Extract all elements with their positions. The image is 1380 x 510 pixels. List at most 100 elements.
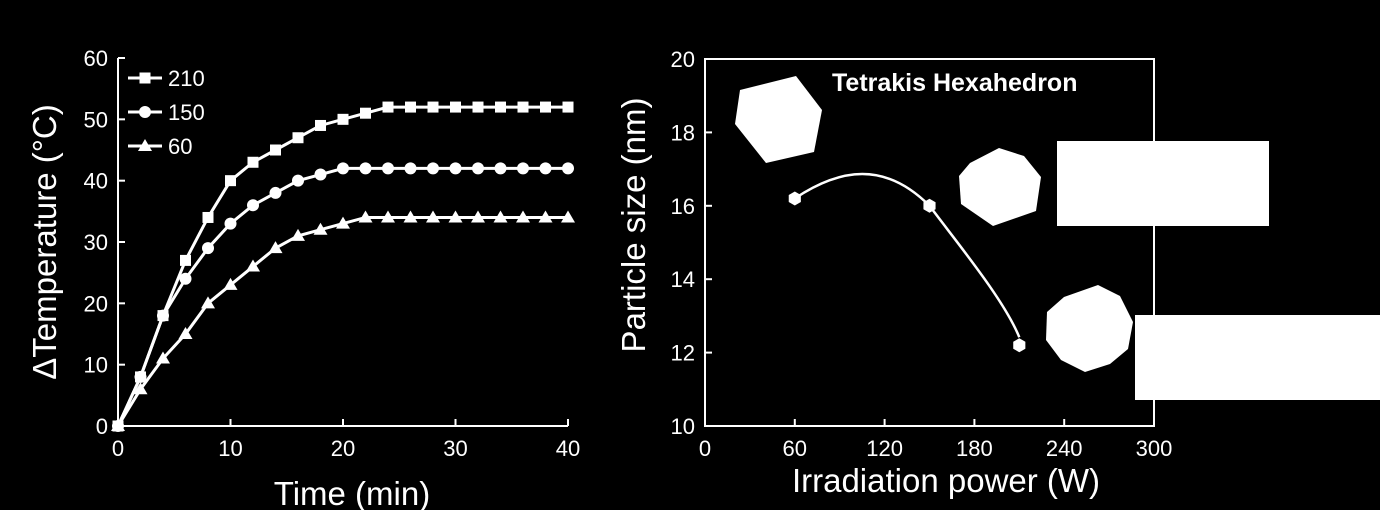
legend-entry: 150 <box>128 100 205 125</box>
data-point <box>314 168 327 181</box>
y-tick-label: 40 <box>84 169 108 194</box>
data-point <box>923 198 936 213</box>
particle-size-chart: 10 12 14 16 18 20 0 60 120 180 240 300 Tetrakis He… <box>615 47 1380 499</box>
label-box-lower <box>1135 315 1380 400</box>
y-tick-label: 60 <box>84 46 108 71</box>
data-point <box>493 210 508 223</box>
data-point <box>180 254 191 266</box>
data-point <box>359 162 372 175</box>
y-tick-label: 0 <box>96 414 108 439</box>
data-point <box>562 101 574 113</box>
y-tick-label: 12 <box>671 341 695 366</box>
data-point <box>315 119 326 131</box>
data-point <box>495 101 506 113</box>
data-point <box>202 211 214 223</box>
data-point <box>449 162 462 175</box>
data-point <box>224 217 237 230</box>
y-axis-label: Particle size (nm) <box>615 98 652 353</box>
data-point <box>404 162 417 175</box>
data-point <box>336 216 350 229</box>
data-point <box>426 210 440 223</box>
data-point <box>269 186 282 199</box>
data-point <box>292 174 304 187</box>
series-60 <box>111 210 575 431</box>
octagon-shape-icon <box>959 148 1041 226</box>
data-point <box>268 241 283 254</box>
data-point <box>539 162 552 175</box>
y-tick-label: 20 <box>671 47 695 72</box>
x-tick-label: 300 <box>1136 436 1173 461</box>
data-point <box>360 107 371 119</box>
data-point <box>516 210 530 223</box>
data-point <box>448 210 463 223</box>
legend-marker <box>139 106 151 118</box>
legend-marker <box>138 139 152 151</box>
data-point <box>538 210 553 223</box>
heptagon-shape-icon <box>735 76 822 163</box>
temperature-chart: 0 10 20 30 40 50 60 0 10 20 30 40 210 150 60 Time (m… <box>26 46 580 510</box>
series-line <box>116 166 568 427</box>
data-point <box>246 259 260 272</box>
series-150 <box>112 162 574 432</box>
series-line <box>116 215 568 427</box>
x-tick-label: 10 <box>218 436 242 461</box>
y-axis-label: ΔTemperature (°C) <box>26 104 63 379</box>
annotation-label: Tetrakis Hexahedron <box>832 69 1077 97</box>
data-point <box>381 210 395 223</box>
y-tick-label: 14 <box>671 267 695 292</box>
series-210 <box>112 101 574 432</box>
y-tick-label: 50 <box>84 107 108 132</box>
data-point <box>540 101 551 113</box>
data-point <box>494 162 507 175</box>
data-point <box>111 419 125 431</box>
y-tick-label: 10 <box>84 353 108 378</box>
data-point <box>471 210 485 223</box>
data-point <box>562 162 574 175</box>
x-axis-label: Time (min) <box>274 475 430 510</box>
data-point <box>225 175 236 187</box>
y-tick-label: 10 <box>671 414 695 439</box>
y-tick-label: 16 <box>671 194 695 219</box>
data-point <box>292 132 304 144</box>
x-tick-label: 60 <box>783 436 807 461</box>
data-point <box>517 101 529 113</box>
data-point <box>472 162 484 175</box>
x-tick-label: 180 <box>956 436 993 461</box>
x-tick-label: 20 <box>331 436 355 461</box>
x-tick-label: 30 <box>443 436 467 461</box>
y-tick-label: 20 <box>84 291 108 316</box>
data-point <box>270 144 281 156</box>
x-tick-label: 240 <box>1046 436 1083 461</box>
data-point <box>178 327 193 339</box>
data-point <box>405 101 416 113</box>
data-point <box>134 370 147 383</box>
x-tick-label: 120 <box>866 436 903 461</box>
data-point <box>313 222 328 235</box>
data-point <box>201 296 215 309</box>
data-point <box>427 162 439 175</box>
y-tick-label: 18 <box>671 120 695 145</box>
x-axis-label: Irradiation power (W) <box>792 462 1100 499</box>
legend-entry: 60 <box>128 134 192 159</box>
legend-label: 150 <box>168 100 205 125</box>
data-point <box>450 101 461 113</box>
legend-label: 60 <box>168 134 192 159</box>
data-point <box>337 113 349 125</box>
data-point <box>472 101 484 113</box>
data-point <box>358 210 373 223</box>
legend-entry: 210 <box>128 66 205 91</box>
data-point <box>337 162 349 175</box>
data-point <box>561 210 575 223</box>
x-tick-label: 40 <box>556 436 580 461</box>
data-point <box>403 210 418 223</box>
x-tick-label: 0 <box>112 436 124 461</box>
data-point <box>247 156 259 168</box>
data-point <box>291 228 305 241</box>
y-tick-label: 30 <box>84 230 108 255</box>
data-point <box>427 101 439 113</box>
plot-frame <box>704 58 1155 427</box>
data-point <box>382 162 394 175</box>
data-point <box>179 272 192 285</box>
data-point <box>1013 338 1026 353</box>
